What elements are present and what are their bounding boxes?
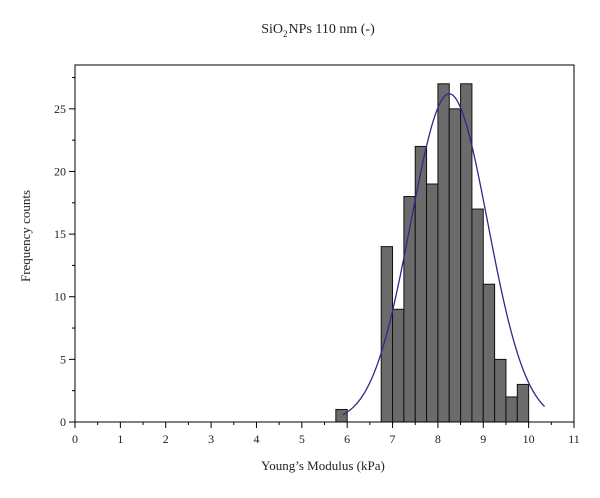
y-tick-label: 20 [54, 164, 66, 178]
histogram-bar [392, 308, 405, 423]
x-tick-label: 10 [523, 432, 535, 446]
histogram-bar [426, 183, 439, 423]
x-tick-label: 2 [163, 432, 169, 446]
y-tick-label: 0 [60, 415, 66, 429]
y-axis-label: Frequency counts [18, 190, 33, 282]
histogram-bar [460, 83, 473, 423]
x-tick-label: 0 [72, 432, 78, 446]
y-tick-label: 25 [54, 102, 66, 116]
histogram-bar [471, 208, 484, 423]
histogram-bar [516, 383, 530, 423]
x-tick-label: 1 [117, 432, 123, 446]
histogram-bar [448, 108, 462, 423]
y-tick-label: 5 [60, 352, 66, 366]
x-tick-label: 3 [208, 432, 214, 446]
y-tick-label: 15 [54, 227, 66, 241]
x-tick-label: 9 [480, 432, 486, 446]
x-axis-label: Young’s Modulus (kPa) [261, 458, 385, 473]
gaussian-fit-line [342, 93, 545, 416]
x-tick-label: 11 [568, 432, 580, 446]
x-tick-label: 6 [344, 432, 350, 446]
histogram-bar [494, 358, 507, 423]
chart-title: SiO2NPs 110 nm (-) [261, 22, 375, 39]
x-tick-label: 7 [390, 432, 396, 446]
histogram-bar [335, 408, 348, 423]
x-tick-label: 4 [253, 432, 259, 446]
plot-area: 0 1 2 3 4 5 6 7 8 9 10 11 0 5 10 15 20 25 [54, 64, 580, 446]
histogram-bar [482, 283, 496, 423]
histogram-bar [505, 396, 518, 423]
histogram-bar [437, 83, 450, 423]
x-tick-label: 8 [435, 432, 441, 446]
y-tick-label: 10 [54, 290, 66, 304]
x-tick-label: 5 [299, 432, 305, 446]
